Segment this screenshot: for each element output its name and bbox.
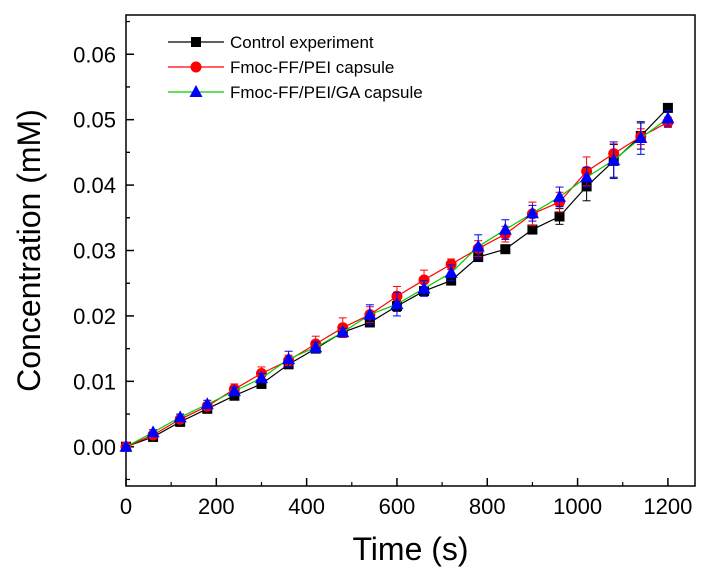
x-tick-label: 400 (288, 494, 325, 519)
data-point (418, 274, 430, 286)
x-tick-label: 200 (198, 494, 235, 519)
data-point (607, 153, 621, 166)
data-point (282, 352, 296, 365)
data-point (227, 384, 241, 397)
y-tick-label: 0.01 (73, 369, 116, 394)
data-point (173, 410, 187, 423)
legend-label: Control experiment (230, 33, 374, 52)
legend-item: Control experiment (168, 33, 374, 52)
series-layer (119, 102, 675, 453)
y-tick-label: 0.02 (73, 304, 116, 329)
x-tick-label: 1000 (553, 494, 602, 519)
x-axis-ticks: 0 200 400 600 800 1000 1200 (120, 478, 692, 519)
legend-marker (189, 85, 203, 97)
data-point (580, 170, 594, 183)
y-tick-label: 0.04 (73, 173, 116, 198)
legend-marker (191, 37, 201, 47)
y-tick-label: 0.00 (73, 435, 116, 460)
data-point (498, 222, 512, 235)
x-axis-title: Time (s) (352, 531, 468, 567)
legend-label: Fmoc-FF/PEI capsule (230, 58, 394, 77)
data-point (554, 211, 565, 222)
y-tick-label: 0.05 (73, 108, 116, 133)
y-tick-label: 0.06 (73, 42, 116, 67)
y-tick-label: 0.03 (73, 239, 116, 264)
data-point (553, 189, 567, 202)
data-point (309, 340, 323, 353)
legend: Control experiment Fmoc-FF/PEI capsule Fmo… (168, 33, 423, 102)
data-point (200, 397, 214, 410)
legend-item: Fmoc-FF/PEI/GA capsule (168, 83, 423, 102)
data-point (527, 224, 538, 235)
y-axis-ticks: 0.00 0.01 0.02 0.03 0.04 0.05 0.06 (73, 20, 134, 481)
series-1 (121, 102, 673, 452)
data-point (471, 239, 485, 252)
data-point (336, 325, 350, 338)
data-point (634, 130, 648, 143)
data-point (444, 265, 458, 278)
legend-item: Fmoc-FF/PEI capsule (168, 58, 394, 77)
data-point (256, 378, 267, 389)
data-point (254, 371, 268, 384)
data-point (661, 111, 675, 124)
legend-label: Fmoc-FF/PEI/GA capsule (230, 83, 423, 102)
legend-marker (190, 61, 202, 73)
data-point (525, 206, 539, 219)
data-point (417, 281, 431, 294)
data-point (500, 244, 511, 255)
x-tick-label: 800 (469, 494, 506, 519)
x-tick-label: 1200 (643, 494, 692, 519)
data-point (363, 307, 377, 320)
series-3 (119, 110, 675, 452)
x-tick-label: 600 (379, 494, 416, 519)
data-point (390, 297, 404, 310)
data-point (445, 258, 457, 270)
data-point (119, 439, 133, 452)
x-tick-label: 0 (120, 494, 132, 519)
data-point (146, 425, 160, 438)
y-axis-title: Concentration (mM) (11, 109, 47, 392)
data-point (662, 102, 673, 113)
